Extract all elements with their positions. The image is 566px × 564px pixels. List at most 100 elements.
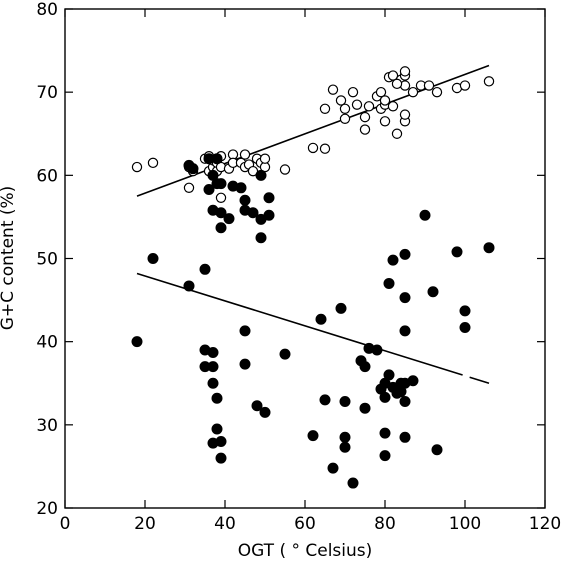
open-point [131,161,143,173]
filled-point [207,346,219,358]
open-point [379,116,391,127]
filled-point [399,292,411,304]
filled-point [131,336,143,348]
open-point [351,99,363,110]
filled-point [247,207,259,219]
filled-point [255,169,267,181]
filled-point [399,325,411,337]
open-point [239,149,251,160]
filled-point [451,246,463,258]
open-point [319,143,331,154]
trend-line-filled-end [469,376,490,385]
open-point [215,192,227,203]
open-point [359,111,371,123]
filled-point [315,313,327,325]
filled-point [207,377,219,389]
filled-point [335,302,347,314]
y-tick-label: 70 [36,83,58,103]
plot-frame [64,8,546,509]
filled-point [215,435,227,447]
filled-point [399,248,411,260]
filled-point [239,358,251,370]
open-point [483,76,495,87]
filled-point [263,209,275,221]
trend-line-open [136,64,490,197]
filled-point [211,153,223,165]
open-point [423,80,435,91]
y-axis-title: G+C content (%) [0,186,18,331]
filled-point [339,396,351,408]
filled-point [483,242,495,254]
filled-point [359,361,371,373]
filled-point [379,450,391,462]
open-point [327,84,339,95]
filled-point [187,163,199,175]
filled-point [263,192,275,204]
filled-point [371,344,383,356]
filled-point [279,348,291,360]
filled-point [319,394,331,406]
filled-point [427,286,439,298]
filled-point [431,444,443,456]
x-tick-label: 0 [60,514,71,534]
filled-point [239,194,251,206]
filled-point [211,392,223,404]
open-point [339,113,351,124]
x-tick-label: 120 [529,514,561,534]
open-point [375,86,387,98]
open-point [459,80,471,91]
filled-point [387,254,399,266]
open-point [147,157,159,169]
filled-point [383,277,395,289]
x-tick-label: 60 [294,514,316,534]
open-point [391,78,403,90]
open-point [391,128,403,139]
filled-point [359,402,371,414]
open-point [387,70,399,81]
filled-point [339,441,351,453]
y-tick-label: 20 [36,499,58,519]
open-point [379,95,391,106]
filled-point [211,423,223,435]
filled-point [215,222,227,234]
open-point [399,109,411,120]
x-axis-title: OGT ( ° Celsius) [238,541,373,561]
filled-point [147,253,159,264]
filled-point [307,430,319,442]
y-tick-label: 60 [36,166,58,186]
y-tick-label: 40 [36,333,58,353]
filled-point [199,263,211,275]
x-tick-label: 40 [214,514,236,534]
open-point [407,86,419,98]
open-point [279,164,291,175]
filled-point [459,322,471,334]
y-tick-label: 80 [36,0,58,20]
open-point [363,101,375,112]
open-point [259,153,271,164]
filled-point [203,183,215,195]
filled-point [379,427,391,439]
x-tick-label: 80 [374,514,396,534]
open-point [183,182,195,194]
filled-point [235,182,247,194]
open-point [319,103,331,115]
filled-point [327,462,339,474]
filled-point [339,431,351,443]
filled-point [215,178,227,190]
open-point [431,86,443,98]
filled-point [379,391,391,403]
y-tick-label: 30 [36,416,58,436]
filled-point [259,406,271,418]
y-tick-label: 50 [36,250,58,270]
filled-point [207,361,219,373]
filled-point [383,369,395,381]
filled-point [251,400,263,412]
filled-point [347,477,359,489]
filled-point [255,232,267,244]
open-point [307,142,319,154]
filled-point [183,280,195,292]
filled-point [239,325,251,337]
filled-point [215,207,227,219]
filled-point [399,431,411,443]
